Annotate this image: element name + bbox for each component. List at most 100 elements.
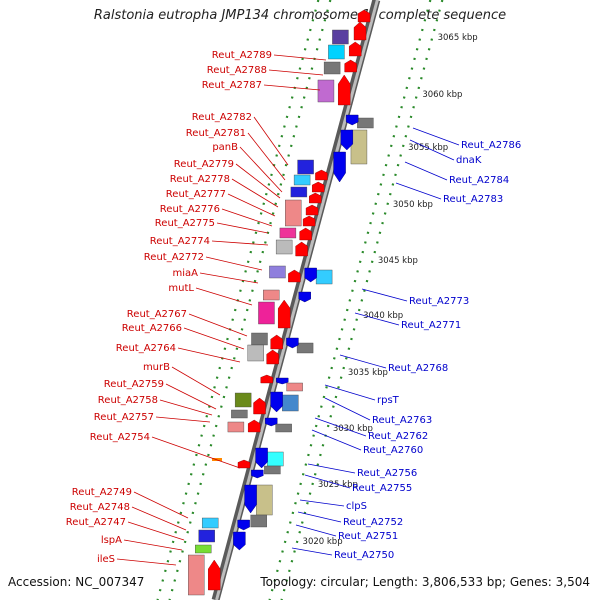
gene-block xyxy=(285,199,302,227)
gene-label-left: Reut_A2779 xyxy=(174,159,234,170)
gene-block xyxy=(350,129,368,165)
gene-label-right: Reut_A2771 xyxy=(401,320,461,331)
gene-block xyxy=(256,484,273,516)
gene-label-right: rpsT xyxy=(377,395,400,406)
gene-label-left: Reut_A2778 xyxy=(170,174,230,185)
reverse-gene-arrow xyxy=(251,469,264,479)
gene-block xyxy=(251,332,268,346)
scale-tick-label: 3065 kbp xyxy=(438,33,478,43)
leader-line xyxy=(324,397,371,421)
gene-block xyxy=(250,514,267,528)
leader-line xyxy=(235,163,281,199)
forward-gene-arrow xyxy=(253,397,266,415)
gene-label-right: Reut_A2768 xyxy=(388,363,448,374)
gene-block xyxy=(275,423,292,433)
gene-label-left: mutL xyxy=(168,283,194,294)
leader-line xyxy=(131,506,187,531)
gene-label-left: Reut_A2781 xyxy=(186,128,246,139)
gene-block xyxy=(275,239,293,255)
gene-block xyxy=(357,117,374,129)
gene-label-left: Reut_A2774 xyxy=(150,236,210,247)
forward-gene-arrow xyxy=(315,169,328,181)
gene-block xyxy=(258,301,275,325)
gene-label-right: Reut_A2763 xyxy=(372,415,432,426)
leader-line xyxy=(221,208,273,227)
accession-text: Accession: NC_007347 xyxy=(8,575,145,589)
gene-label-left: lspA xyxy=(101,535,122,546)
gene-label-left: Reut_A2775 xyxy=(155,218,215,229)
gene-label-left: Reut_A2748 xyxy=(70,502,130,513)
gene-label-left: panB xyxy=(212,142,238,153)
leader-line xyxy=(123,539,183,551)
forward-gene-arrow xyxy=(338,74,351,106)
forward-gene-arrow xyxy=(260,374,273,384)
leader-line xyxy=(247,132,286,181)
forward-gene-arrow xyxy=(208,559,221,591)
gene-label-left: Reut_A2757 xyxy=(94,412,154,423)
leader-line xyxy=(127,521,185,541)
leader-line xyxy=(268,69,324,76)
leader-line xyxy=(339,354,387,369)
gene-label-left: Reut_A2749 xyxy=(72,487,132,498)
gene-block xyxy=(247,344,264,362)
gene-label-left: Reut_A2777 xyxy=(166,189,226,200)
leader-line xyxy=(307,463,356,474)
gene-block xyxy=(234,392,252,408)
leader-line xyxy=(216,222,269,234)
gene-label-left: Reut_A2766 xyxy=(122,323,182,334)
leader-line xyxy=(354,312,400,326)
gene-label-left: murB xyxy=(143,362,170,373)
gene-label-left: ileS xyxy=(97,554,115,565)
leader-line xyxy=(183,327,245,350)
gene-label-left: Reut_A2776 xyxy=(160,204,220,215)
gene-label-right: Reut_A2783 xyxy=(443,194,503,205)
forward-gene-arrow xyxy=(288,269,301,283)
leader-line xyxy=(155,416,211,423)
map-title: Ralstonia eutropha JMP134 chromosome 1, … xyxy=(93,8,507,23)
leader-line xyxy=(231,178,279,208)
tick-track-line xyxy=(168,0,332,600)
reverse-gene-arrow xyxy=(265,417,278,427)
forward-gene-arrow xyxy=(270,334,283,350)
tick-track-line xyxy=(268,0,432,600)
leader-line xyxy=(361,288,408,302)
gene-label-right: Reut_A2756 xyxy=(357,468,417,479)
reverse-gene-arrow xyxy=(286,337,299,349)
forward-gene-arrow xyxy=(309,192,322,204)
gene-label-right: Reut_A2760 xyxy=(363,445,423,456)
scale-tick-label: 3040 kbp xyxy=(363,311,403,321)
forward-gene-arrow xyxy=(277,299,291,329)
gene-block xyxy=(296,342,314,354)
reverse-gene-arrow xyxy=(340,129,354,151)
gene-block xyxy=(279,227,297,239)
gene-block xyxy=(323,61,341,75)
leader-line xyxy=(116,558,177,566)
reverse-gene-arrow xyxy=(304,267,317,283)
gene-block xyxy=(290,186,308,198)
gene-block xyxy=(195,544,212,554)
forward-gene-arrow xyxy=(299,227,312,241)
leader-line xyxy=(324,384,376,401)
gene-label-left: Reut_A2782 xyxy=(192,112,252,123)
scale-tick-label: 3060 kbp xyxy=(422,90,462,100)
tick-track-line xyxy=(280,0,444,600)
gene-label-left: Reut_A2788 xyxy=(207,65,267,76)
leader-line xyxy=(227,193,276,217)
leader-line xyxy=(133,491,189,519)
leader-line xyxy=(404,161,448,181)
gene-label-left: Reut_A2747 xyxy=(66,517,126,528)
leader-line xyxy=(299,499,345,507)
gene-block xyxy=(293,174,311,186)
scale-tick-label: 3045 kbp xyxy=(378,256,418,266)
gene-block xyxy=(231,409,248,419)
leader-line xyxy=(239,146,283,193)
scale-tick-label: 3025 kbp xyxy=(318,480,358,490)
leader-line xyxy=(295,524,337,537)
gene-block xyxy=(297,159,314,175)
reverse-gene-arrow xyxy=(237,519,250,531)
gene-block xyxy=(201,517,219,529)
scale-tick-label: 3035 kbp xyxy=(348,368,388,378)
gene-block xyxy=(267,451,284,467)
forward-gene-arrow xyxy=(312,181,325,193)
